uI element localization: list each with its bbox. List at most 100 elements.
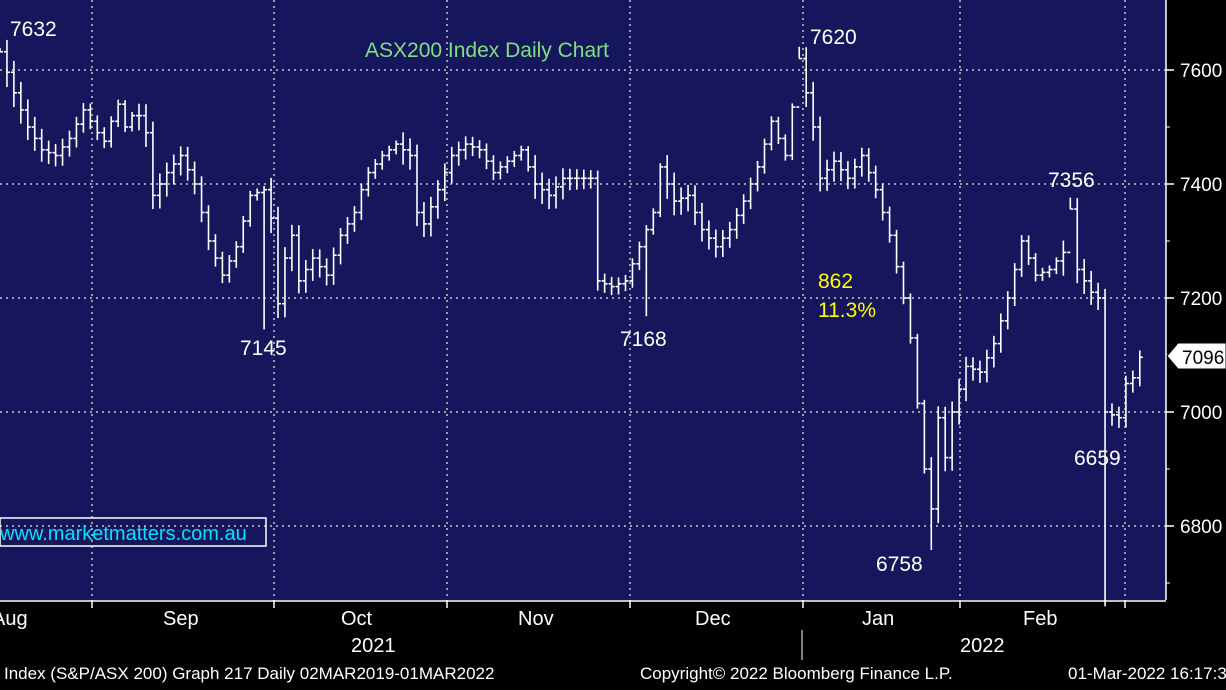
ohlc-bar xyxy=(893,229,900,274)
ohlc-bar xyxy=(983,349,990,383)
annotation-7168: 7168 xyxy=(620,328,667,351)
ohlc-bar xyxy=(1025,235,1032,265)
ohlc-bar xyxy=(650,208,657,235)
ohlc-bar xyxy=(976,360,983,383)
ohlc-bar xyxy=(1011,263,1018,306)
ohlc-bar xyxy=(1136,350,1143,387)
ohlc-bar xyxy=(483,143,490,170)
ohlc-bar xyxy=(692,185,698,226)
ohlc-bar xyxy=(295,225,302,294)
ohlc-bar xyxy=(1067,197,1074,254)
y-tick-label-7200: 7200 xyxy=(1180,289,1222,310)
ohlc-bar xyxy=(949,401,956,471)
ohlc-bar xyxy=(80,103,87,133)
annotation-drop-percent: 11.3% xyxy=(818,299,876,322)
ohlc-bar xyxy=(643,225,650,317)
ohlc-bar xyxy=(963,356,970,402)
ohlc-bar xyxy=(705,220,712,250)
ohlc-bar xyxy=(372,159,379,179)
ohlc-bar xyxy=(629,258,636,288)
ohlc-bar xyxy=(129,111,136,132)
ohlc-bar xyxy=(254,188,261,201)
ohlc-bar xyxy=(240,216,247,253)
ohlc-bar xyxy=(1039,267,1046,281)
ohlc-bar xyxy=(1109,403,1115,426)
ohlc-bar xyxy=(1081,259,1088,295)
ohlc-bar xyxy=(608,276,615,296)
ohlc-bar xyxy=(469,136,476,157)
ohlc-bar xyxy=(490,155,497,181)
ohlc-bar xyxy=(622,274,629,292)
ohlc-bar xyxy=(566,168,573,191)
annotation-6659: 6659 xyxy=(1074,447,1121,470)
ohlc-bar xyxy=(73,116,80,148)
ohlc-bar xyxy=(511,150,518,167)
ohlc-bar xyxy=(1046,265,1053,278)
ohlc-bar xyxy=(810,81,817,141)
ohlc-bar xyxy=(59,138,66,166)
ohlc-bar xyxy=(1074,198,1081,284)
ohlc-bar xyxy=(386,145,393,161)
ohlc-bar xyxy=(726,221,733,248)
ohlc-bar xyxy=(407,138,414,170)
ohlc-bar xyxy=(685,184,692,212)
ohlc-bar xyxy=(275,206,281,318)
ohlc-series xyxy=(0,39,1143,607)
ohlc-bar xyxy=(281,247,288,318)
ohlc-bar xyxy=(525,146,532,172)
annotation-6758: 6758 xyxy=(876,553,923,576)
ohlc-bar xyxy=(66,130,73,157)
ohlc-bar xyxy=(754,160,761,192)
month-label-feb: Feb xyxy=(1023,608,1057,630)
year-label-2022: 2022 xyxy=(960,635,1005,657)
annotation-drop-points: 862 xyxy=(818,270,853,293)
y-axis-area xyxy=(1166,0,1226,600)
ohlc-bar xyxy=(170,154,177,185)
ohlc-bar xyxy=(768,116,775,151)
ohlc-bar xyxy=(52,143,59,167)
ohlc-bar xyxy=(858,147,865,177)
x-axis-ticks xyxy=(91,600,1126,608)
ohlc-bar xyxy=(970,357,976,381)
ohlc-bar xyxy=(45,140,52,165)
ohlc-bar xyxy=(344,217,351,244)
ohlc-bar xyxy=(615,277,622,295)
month-label-dec: Dec xyxy=(695,608,731,630)
y-tick-label-7600: 7600 xyxy=(1180,61,1222,82)
ohlc-bar xyxy=(678,187,685,215)
ohlc-bar xyxy=(379,150,386,170)
ohlc-bar xyxy=(761,138,768,174)
current-value-label: 7096 xyxy=(1182,348,1224,369)
ohlc-bar xyxy=(448,146,455,184)
ohlc-bar xyxy=(462,136,469,160)
ohlc-bar xyxy=(844,161,851,190)
ohlc-bar xyxy=(1018,235,1025,277)
ohlc-bar xyxy=(358,183,365,220)
ohlc-bar xyxy=(309,248,316,281)
footer-copyright: Copyright© 2022 Bloomberg Finance L.P. xyxy=(640,664,953,683)
ohlc-bar xyxy=(10,60,17,108)
ohlc-bar xyxy=(184,146,191,181)
ohlc-bar xyxy=(198,176,205,223)
ohlc-bar xyxy=(38,128,45,162)
annotation-7145: 7145 xyxy=(240,337,287,360)
ohlc-bar xyxy=(601,273,608,293)
ohlc-bar xyxy=(268,177,275,234)
ohlc-bar xyxy=(414,144,420,227)
y-tick-label-6800: 6800 xyxy=(1180,517,1222,538)
ohlc-bar xyxy=(719,229,726,257)
ohlc-bar xyxy=(1060,240,1067,276)
ohlc-bar xyxy=(427,196,434,237)
ohlc-bar xyxy=(0,48,3,53)
ohlc-bar xyxy=(504,156,511,174)
ohlc-bar xyxy=(1129,370,1136,393)
ohlc-bar xyxy=(914,333,921,409)
month-label-oct: Oct xyxy=(341,608,373,630)
ohlc-bar xyxy=(142,104,149,147)
ohlc-bar xyxy=(775,116,782,145)
year-label-2021: 2021 xyxy=(351,635,396,657)
ohlc-bar xyxy=(546,178,553,210)
ohlc-bar xyxy=(580,169,587,190)
ohlc-bar xyxy=(1053,257,1060,275)
ohlc-bar xyxy=(532,155,539,199)
